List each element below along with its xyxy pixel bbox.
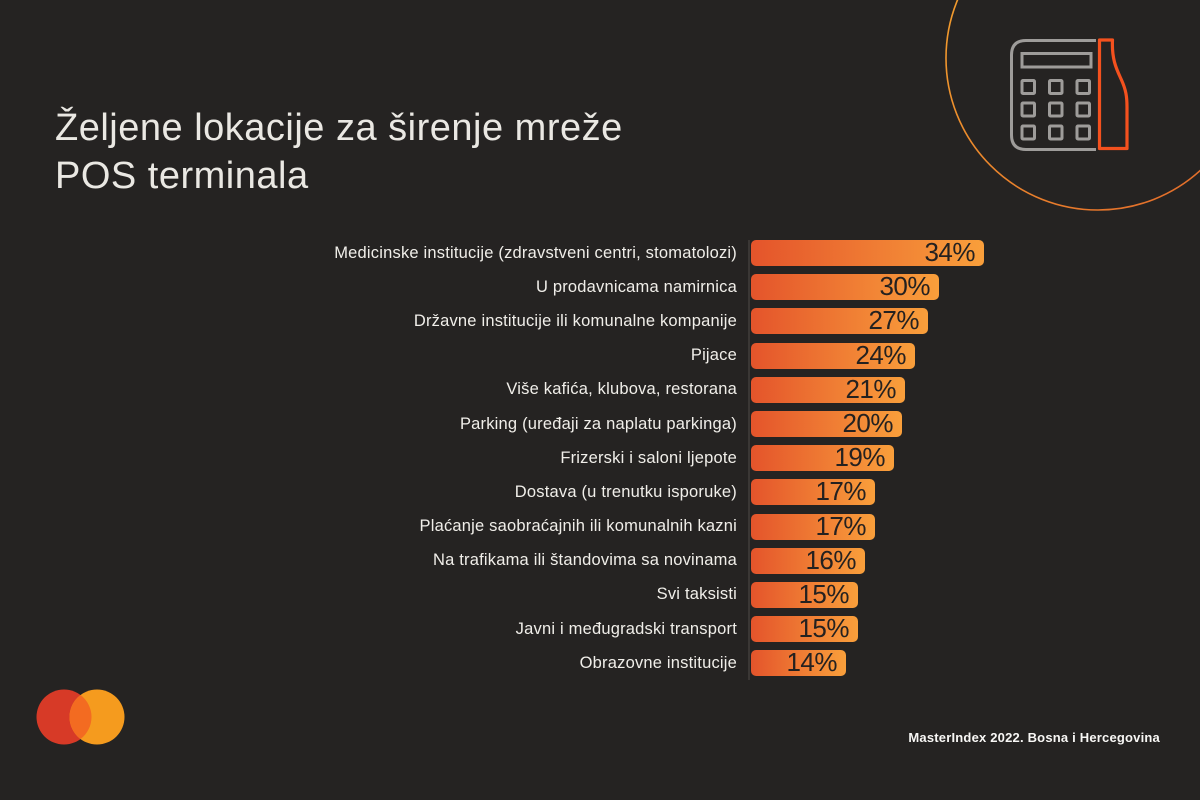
bar-value: 17% — [815, 476, 866, 507]
bar-label: Pijace — [690, 346, 737, 365]
bar-value: 27% — [868, 305, 919, 336]
chart-row: Parking (uređaji za naplatu parkinga) 20… — [0, 407, 1200, 441]
bar: 19% — [751, 442, 894, 473]
bar: 15% — [751, 578, 858, 609]
chart-row: Na trafikama ili štandovima sa novinama … — [0, 544, 1200, 578]
bar-label: U prodavnicama namirnica — [535, 277, 737, 296]
bar-value: 24% — [855, 339, 906, 370]
chart-row: Pijace 24% — [0, 339, 1200, 373]
chart-row: Više kafića, klubova, restorana 21% — [0, 373, 1200, 407]
bar-label: Medicinske institucije (zdravstveni cent… — [334, 243, 737, 262]
bar-value: 15% — [798, 613, 849, 644]
chart-row: Državne institucije ili komunalne kompan… — [0, 304, 1200, 338]
receipt-icon — [1097, 38, 1129, 151]
bar-value: 17% — [815, 510, 866, 541]
bar-label: Svi taksisti — [656, 585, 737, 604]
chart-row: Dostava (u trenutku isporuke) 17% — [0, 475, 1200, 509]
bar: 14% — [751, 647, 846, 678]
chart-row: Frizerski i saloni ljepote 19% — [0, 441, 1200, 475]
source-caption: MasterIndex 2022. Bosna i Hercegovina — [908, 730, 1160, 745]
page-title: Željene lokacije za širenje mreže POS te… — [55, 104, 623, 200]
bar: 20% — [751, 408, 902, 439]
bar: 27% — [751, 305, 928, 336]
bar-chart: Medicinske institucije (zdravstveni cent… — [0, 236, 1200, 680]
bar-label: Državne institucije ili komunalne kompan… — [413, 311, 737, 330]
bar-value: 14% — [786, 647, 837, 678]
page-title-line-1: Željene lokacije za širenje mreže — [55, 107, 623, 149]
bar: 24% — [751, 339, 915, 370]
bar-value: 15% — [798, 578, 849, 609]
bar: 16% — [751, 544, 865, 575]
bar-label: Više kafića, klubova, restorana — [506, 380, 737, 399]
bar: 17% — [751, 510, 875, 541]
bar: 21% — [751, 373, 905, 404]
bar-label: Javni i međugradski transport — [515, 619, 737, 638]
chart-row: Javni i međugradski transport 15% — [0, 612, 1200, 646]
bar-label: Parking (uređaji za naplatu parkinga) — [459, 414, 737, 433]
bar-value: 20% — [842, 408, 893, 439]
bar-label: Plaćanje saobraćajnih ili komunalnih kaz… — [419, 517, 737, 536]
bar: 30% — [751, 271, 939, 302]
axis-line — [748, 240, 750, 680]
page-title-line-2: POS terminala — [55, 155, 309, 197]
chart-row: Svi taksisti 15% — [0, 578, 1200, 612]
mastercard-logo — [36, 689, 125, 745]
bar-label: Obrazovne institucije — [579, 653, 737, 672]
chart-row: Obrazovne institucije 14% — [0, 646, 1200, 680]
bar-value: 16% — [805, 544, 856, 575]
bar-label: Frizerski i saloni ljepote — [560, 448, 737, 467]
bar: 34% — [751, 237, 984, 268]
chart-row: Plaćanje saobraćajnih ili komunalnih kaz… — [0, 510, 1200, 544]
bar: 15% — [751, 613, 858, 644]
bar-label: Na trafikama ili štandovima sa novinama — [432, 551, 737, 570]
bar-value: 34% — [924, 237, 975, 268]
bar: 17% — [751, 476, 875, 507]
accent-circle-icon — [945, 0, 1200, 211]
chart-row: U prodavnicama namirnica 30% — [0, 270, 1200, 304]
hero-graphic — [945, 0, 1200, 211]
bar-value: 21% — [845, 373, 896, 404]
pos-terminal-icon — [1010, 39, 1096, 151]
bar-value: 19% — [834, 442, 885, 473]
chart-row: Medicinske institucije (zdravstveni cent… — [0, 236, 1200, 270]
mastercard-overlap — [69, 695, 92, 739]
bar-label: Dostava (u trenutku isporuke) — [514, 482, 737, 501]
bar-value: 30% — [879, 271, 930, 302]
